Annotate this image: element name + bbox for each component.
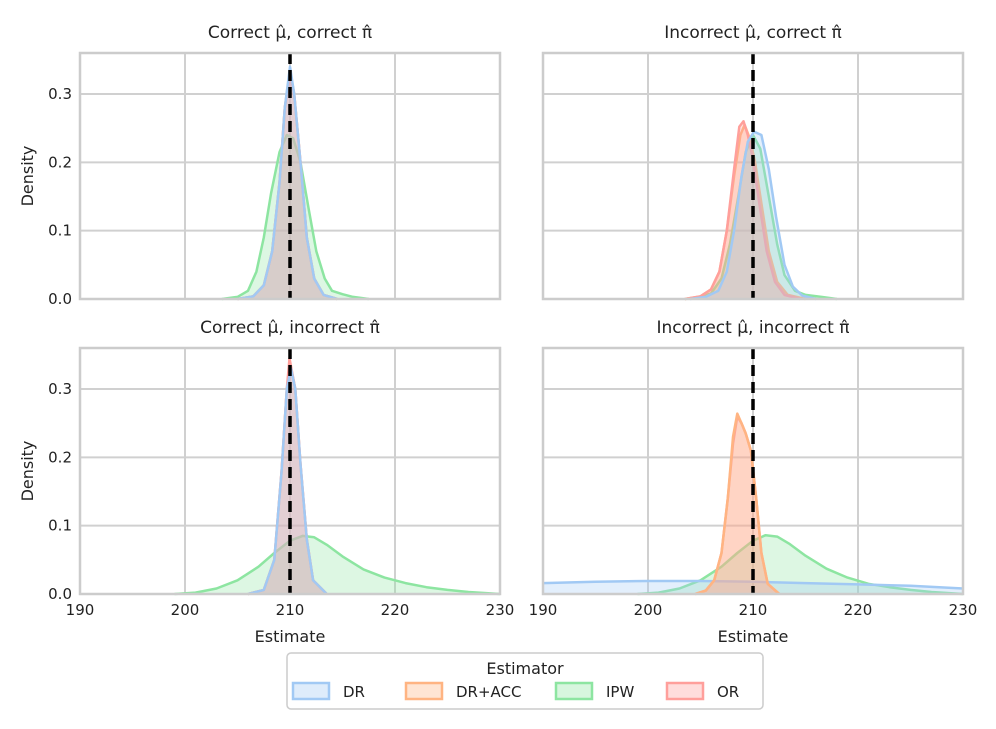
legend-label-dr-acc: DR+ACC <box>456 683 522 701</box>
density-area-ipw <box>637 535 963 594</box>
axes-frame <box>78 51 502 301</box>
density-area-dr-acc <box>684 124 806 299</box>
density-line-dr <box>542 579 964 590</box>
x-tick-label: 200 <box>634 601 663 619</box>
density-area-ipw <box>174 535 500 594</box>
y-axis-label: Density <box>18 441 37 502</box>
axes-frame <box>541 51 965 301</box>
panel-2: Incorrect μ̂, correct π̂ <box>541 23 965 301</box>
legend-swatch-ipw <box>554 681 594 701</box>
density-area-dr <box>237 66 338 299</box>
density-line-or <box>684 120 801 301</box>
density-line-ipw <box>174 534 501 596</box>
density-area-dr-acc <box>237 70 338 299</box>
density-area-dr <box>248 368 327 594</box>
panel-4: Incorrect μ̂, incorrect π̂ 190 200 210 220 23… <box>529 318 978 646</box>
legend-label-or: OR <box>717 683 739 701</box>
x-tick-label: 220 <box>844 601 873 619</box>
x-axis-label: Estimate <box>718 627 789 646</box>
axes-frame <box>541 346 965 596</box>
density-line-dr <box>237 65 338 301</box>
y-tick-label: 0.3 <box>48 380 72 398</box>
x-tick-label: 190 <box>529 601 558 619</box>
legend-label-ipw: IPW <box>606 683 634 701</box>
legend-entry-dr: DR <box>291 681 365 701</box>
panel-title: Incorrect μ̂, incorrect π̂ <box>656 318 849 338</box>
x-tick-label: 200 <box>171 601 200 619</box>
legend-label-dr: DR <box>343 683 365 701</box>
y-tick-label: 0.2 <box>48 448 72 466</box>
panel-title: Correct μ̂, incorrect π̂ <box>200 318 380 338</box>
legend-entry-ipw: IPW <box>554 681 634 701</box>
axes-frame <box>78 346 502 596</box>
legend-swatch-dr-acc <box>404 681 444 701</box>
density-area-ipw <box>221 135 369 299</box>
density-area-dr-acc <box>248 365 327 594</box>
legend-swatch-dr <box>291 681 331 701</box>
y-tick-label: 0.1 <box>48 517 72 535</box>
x-axis-label: Estimate <box>255 627 326 646</box>
x-tick-label: 210 <box>739 601 768 619</box>
density-area-or <box>248 358 327 594</box>
panel-1: Correct μ̂, correct π̂ 0.0 0.1 0.2 0.3 Densit… <box>18 23 502 308</box>
density-area-or <box>695 416 780 594</box>
panel-title: Correct μ̂, correct π̂ <box>208 23 372 43</box>
density-line-ipw <box>221 133 369 301</box>
legend-entry-dr-acc: DR+ACC <box>404 681 522 701</box>
y-axis-label: Density <box>18 146 37 207</box>
legend-swatch-or <box>665 681 705 701</box>
panel-3: Correct μ̂, incorrect π̂ 0.0 0.1 0.2 0.3 Dens… <box>18 318 514 646</box>
panels-layer: Correct μ̂, correct π̂ 0.0 0.1 0.2 0.3 Densit… <box>18 23 977 646</box>
density-area-or <box>684 121 801 299</box>
x-tick-label: 230 <box>949 601 978 619</box>
y-tick-label: 0.2 <box>48 153 72 171</box>
density-area-dr-acc <box>695 413 780 594</box>
legend: Estimator DR DR+ACC IPW OR <box>286 652 764 710</box>
y-tick-label: 0.3 <box>48 85 72 103</box>
x-tick-label: 190 <box>66 601 95 619</box>
x-tick-label: 230 <box>486 601 515 619</box>
density-area-or <box>237 73 338 299</box>
y-tick-label: 0.0 <box>48 290 72 308</box>
y-tick-label: 0.1 <box>48 222 72 240</box>
x-tick-label: 210 <box>276 601 305 619</box>
legend-title: Estimator <box>486 659 564 678</box>
legend-entry-or: OR <box>665 681 739 701</box>
panel-title: Incorrect μ̂, correct π̂ <box>664 23 842 43</box>
y-tick-label: 0.0 <box>48 585 72 603</box>
density-line-dr-acc <box>694 412 781 596</box>
x-tick-label: 220 <box>381 601 410 619</box>
